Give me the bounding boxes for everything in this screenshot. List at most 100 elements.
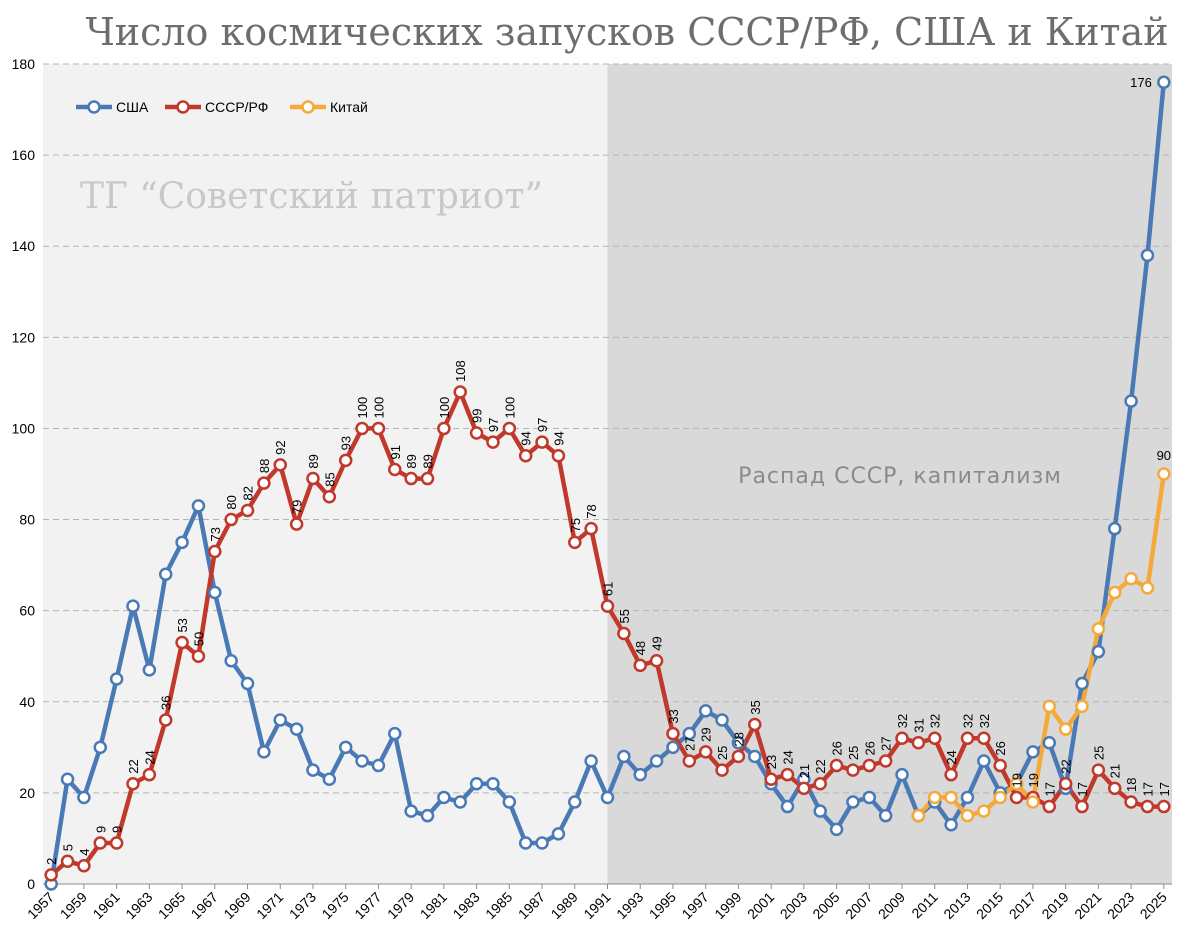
- data-label: 25: [846, 746, 861, 760]
- data-point: [977, 731, 991, 745]
- x-tick-label: 1987: [515, 889, 548, 922]
- data-label: 32: [895, 714, 910, 728]
- data-point: [944, 767, 958, 782]
- data-point: [862, 758, 877, 773]
- data-point: [895, 767, 909, 782]
- data-point: [977, 754, 991, 768]
- data-point: [944, 790, 958, 805]
- data-point: [109, 836, 124, 850]
- data-point: [1042, 699, 1057, 714]
- data-label: 31: [911, 718, 926, 732]
- data-point: [1058, 722, 1073, 736]
- data-point: [748, 749, 762, 764]
- x-tick-label: 1969: [220, 889, 253, 922]
- data-point: [600, 790, 615, 805]
- data-point: [666, 740, 680, 755]
- data-point: [453, 385, 467, 399]
- data-point: [1124, 795, 1138, 809]
- x-tick-label: 1977: [351, 889, 384, 922]
- data-point: [289, 722, 304, 736]
- data-point: [993, 790, 1007, 805]
- legend-marker: [176, 100, 190, 114]
- data-label: 17: [1075, 782, 1090, 796]
- data-point: [1124, 394, 1138, 408]
- data-point: [1107, 521, 1122, 536]
- data-point: [453, 795, 467, 809]
- data-point: [1075, 699, 1089, 714]
- data-label: 22: [813, 759, 828, 773]
- x-tick-label: 1995: [646, 889, 679, 922]
- x-tick-label: 1973: [286, 889, 319, 922]
- data-point: [1091, 622, 1106, 636]
- data-label: 53: [175, 618, 190, 632]
- data-point: [44, 868, 58, 882]
- x-tick-label: 1967: [188, 889, 221, 922]
- data-label: 26: [862, 741, 877, 755]
- data-label: 78: [584, 504, 599, 518]
- data-point: [1009, 790, 1024, 805]
- data-point: [175, 535, 189, 550]
- data-point: [1091, 644, 1106, 659]
- data-point: [960, 808, 975, 823]
- x-tick-label: 2003: [777, 889, 810, 922]
- data-point: [977, 804, 991, 818]
- data-point: [682, 726, 697, 741]
- data-point: [568, 795, 582, 809]
- y-tick-label: 60: [19, 603, 35, 619]
- data-label: 18: [1124, 778, 1139, 792]
- data-label: 29: [699, 727, 714, 741]
- data-label: 49: [650, 636, 665, 650]
- x-tick-label: 2005: [809, 889, 842, 922]
- data-point: [813, 804, 827, 818]
- data-label: 33: [666, 709, 681, 723]
- data-point: [846, 763, 860, 777]
- data-point: [780, 799, 795, 814]
- x-tick-label: 1999: [711, 889, 744, 922]
- data-point: [1157, 799, 1171, 814]
- data-point: [158, 713, 173, 727]
- data-point: [191, 649, 206, 663]
- data-label: 22: [1059, 759, 1074, 773]
- data-point: [273, 458, 288, 472]
- data-label: 90: [1157, 448, 1171, 463]
- y-tick-label: 100: [12, 420, 36, 436]
- data-point: [224, 654, 238, 668]
- y-tick-label: 40: [19, 694, 35, 710]
- data-point: [535, 435, 549, 449]
- data-label: 100: [371, 397, 386, 419]
- data-point: [371, 421, 386, 436]
- data-point: [158, 567, 173, 581]
- data-point: [895, 731, 909, 745]
- data-point: [191, 499, 206, 513]
- watermark-text: ТГ “Советский патриот”: [80, 176, 543, 217]
- data-label: 17: [1157, 782, 1172, 796]
- data-point: [633, 658, 647, 673]
- data-point: [551, 449, 566, 463]
- data-point: [911, 736, 926, 750]
- data-label: 100: [502, 397, 517, 419]
- data-point: [355, 754, 369, 768]
- data-label: 75: [568, 518, 583, 532]
- y-tick-label: 80: [19, 512, 35, 528]
- data-label: 97: [535, 418, 550, 432]
- x-tick-label: 2001: [744, 889, 777, 922]
- legend-label: СССР/РФ: [205, 99, 268, 115]
- data-point: [715, 763, 729, 777]
- x-tick-label: 1993: [613, 889, 646, 922]
- x-tick-label: 1971: [253, 889, 286, 922]
- data-point: [257, 476, 271, 490]
- x-tick-label: 2013: [940, 889, 973, 922]
- data-point: [338, 453, 353, 468]
- data-point: [420, 471, 435, 486]
- data-label: 23: [764, 755, 779, 769]
- x-tick-label: 1985: [482, 889, 515, 922]
- data-point: [1140, 581, 1155, 595]
- data-point: [224, 512, 238, 527]
- y-tick-label: 180: [12, 56, 36, 72]
- data-label: 80: [224, 495, 239, 509]
- x-tick-label: 1961: [89, 889, 122, 922]
- x-tick-label: 1959: [57, 889, 90, 922]
- data-point: [633, 767, 647, 782]
- data-point: [584, 521, 598, 536]
